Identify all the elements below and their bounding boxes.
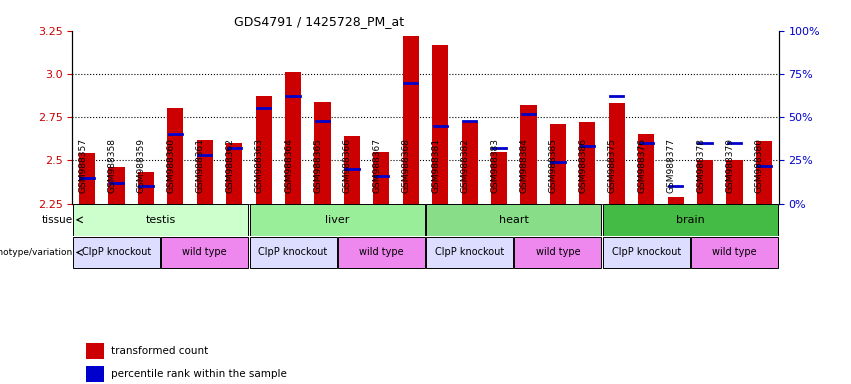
Text: genotype/variation: genotype/variation — [0, 248, 72, 257]
Bar — [226, 143, 243, 204]
Text: ClpP knockout: ClpP knockout — [612, 247, 681, 258]
Bar — [79, 153, 95, 204]
Title: GDS4791 / 1425728_PM_at: GDS4791 / 1425728_PM_at — [235, 15, 404, 28]
Text: GSM988379: GSM988379 — [726, 138, 734, 193]
Bar — [197, 139, 213, 204]
Bar — [255, 96, 271, 204]
FancyBboxPatch shape — [161, 237, 248, 268]
Text: GSM988381: GSM988381 — [431, 138, 440, 193]
Bar — [285, 72, 301, 204]
FancyBboxPatch shape — [426, 204, 602, 235]
Text: wild type: wild type — [359, 247, 403, 258]
Bar — [432, 45, 448, 204]
Bar — [168, 108, 184, 204]
Text: GSM988383: GSM988383 — [490, 138, 499, 193]
Bar — [461, 122, 477, 204]
Text: liver: liver — [325, 215, 350, 225]
Bar — [697, 161, 713, 204]
Text: GSM988363: GSM988363 — [254, 138, 264, 193]
FancyBboxPatch shape — [73, 204, 248, 235]
FancyBboxPatch shape — [73, 237, 160, 268]
Text: GSM988364: GSM988364 — [284, 138, 293, 193]
Bar — [108, 167, 124, 204]
Bar — [344, 136, 360, 204]
FancyBboxPatch shape — [514, 237, 602, 268]
Text: GSM988380: GSM988380 — [755, 138, 764, 193]
Text: GSM988382: GSM988382 — [460, 138, 470, 193]
FancyBboxPatch shape — [603, 237, 690, 268]
FancyBboxPatch shape — [249, 204, 425, 235]
Text: GSM988359: GSM988359 — [137, 138, 146, 193]
Bar — [374, 152, 390, 204]
Text: GSM988378: GSM988378 — [696, 138, 705, 193]
Bar — [756, 141, 772, 204]
Text: GSM988385: GSM988385 — [549, 138, 558, 193]
Text: GSM988362: GSM988362 — [226, 138, 234, 193]
Bar — [521, 105, 537, 204]
Text: GSM988377: GSM988377 — [666, 138, 676, 193]
Text: GSM988357: GSM988357 — [78, 138, 87, 193]
FancyBboxPatch shape — [691, 237, 778, 268]
Text: GSM988358: GSM988358 — [107, 138, 117, 193]
Bar — [608, 103, 625, 204]
Bar — [550, 124, 566, 204]
Text: GSM988384: GSM988384 — [519, 138, 528, 193]
Text: tissue: tissue — [41, 215, 72, 225]
FancyBboxPatch shape — [603, 204, 778, 235]
Text: ClpP knockout: ClpP knockout — [259, 247, 328, 258]
Bar — [403, 36, 419, 204]
Text: wild type: wild type — [182, 247, 227, 258]
FancyBboxPatch shape — [249, 237, 337, 268]
Text: transformed count: transformed count — [111, 346, 208, 356]
Bar — [491, 152, 507, 204]
Bar — [638, 134, 654, 204]
Text: GSM988361: GSM988361 — [196, 138, 205, 193]
Text: brain: brain — [676, 215, 705, 225]
Text: wild type: wild type — [712, 247, 757, 258]
FancyBboxPatch shape — [338, 237, 425, 268]
Text: GSM988366: GSM988366 — [343, 138, 352, 193]
FancyBboxPatch shape — [426, 237, 513, 268]
Text: GSM988368: GSM988368 — [402, 138, 411, 193]
Text: GSM988367: GSM988367 — [373, 138, 381, 193]
Text: ClpP knockout: ClpP knockout — [82, 247, 151, 258]
Bar — [138, 172, 154, 204]
Bar — [667, 197, 683, 204]
Text: percentile rank within the sample: percentile rank within the sample — [111, 369, 287, 379]
Text: GSM988375: GSM988375 — [608, 138, 617, 193]
Bar — [727, 161, 743, 204]
Text: GSM988376: GSM988376 — [637, 138, 646, 193]
Bar — [580, 122, 596, 204]
Text: heart: heart — [499, 215, 528, 225]
Text: wild type: wild type — [535, 247, 580, 258]
Bar — [314, 101, 330, 204]
Bar — [87, 366, 104, 382]
Text: GSM988386: GSM988386 — [579, 138, 587, 193]
Bar — [87, 343, 104, 359]
Text: GSM988360: GSM988360 — [166, 138, 175, 193]
Text: GSM988365: GSM988365 — [313, 138, 323, 193]
Text: testis: testis — [146, 215, 176, 225]
Text: ClpP knockout: ClpP knockout — [435, 247, 505, 258]
